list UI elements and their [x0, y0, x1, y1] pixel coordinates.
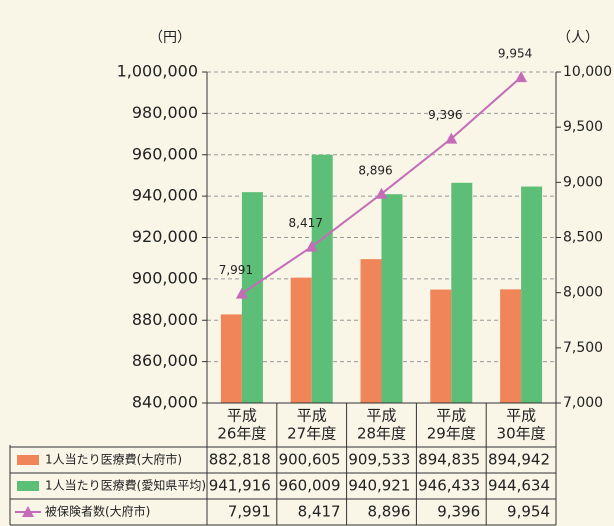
- bar: [521, 186, 543, 403]
- y2-tick-label: 8,000: [563, 285, 603, 301]
- table-value: 7,991: [228, 503, 271, 521]
- table-value: 940,921: [348, 477, 410, 495]
- x-tick-label: 平成: [366, 407, 396, 425]
- y2-tick-label: 10,000: [563, 64, 612, 80]
- table-value: 941,916: [209, 477, 271, 495]
- data-label: 9,396: [428, 108, 462, 122]
- bar: [430, 289, 452, 403]
- x-tick-label: 平成: [436, 407, 466, 425]
- bar: [500, 289, 522, 403]
- y-tick-label: 880,000: [132, 310, 198, 329]
- legend-label: 被保険者数(大府市): [45, 504, 150, 519]
- y-unit: （円）: [149, 30, 191, 46]
- table-value: 909,533: [348, 451, 410, 469]
- marker: [305, 240, 318, 252]
- table-value: 882,818: [209, 451, 271, 469]
- y-tick-label: 940,000: [132, 186, 198, 205]
- bar: [290, 277, 312, 403]
- table-value: 9,396: [437, 503, 480, 521]
- y2-tick-label: 9,500: [563, 119, 603, 135]
- legend-swatch: [17, 455, 39, 465]
- data-label: 9,954: [498, 47, 532, 61]
- bar: [451, 182, 473, 403]
- y-tick-label: 1,000,000: [117, 62, 198, 81]
- y-tick-label: 840,000: [132, 393, 198, 412]
- y2-tick-label: 7,500: [563, 340, 603, 356]
- table-value: 944,634: [488, 477, 550, 495]
- x-tick-label: 平成: [227, 407, 257, 425]
- x-tick-label: 平成: [297, 407, 327, 425]
- data-label: 7,991: [219, 263, 253, 277]
- x-tick-label: 27年度: [287, 425, 336, 443]
- table-value: 960,009: [279, 477, 341, 495]
- marker: [515, 71, 528, 83]
- bar: [220, 314, 242, 403]
- y-tick-label: 860,000: [132, 351, 198, 370]
- legend-marker: [22, 506, 34, 517]
- table-value: 9,954: [507, 503, 550, 521]
- legend-label: 1人当たり医療費(愛知県平均): [45, 478, 206, 493]
- marker: [445, 132, 458, 144]
- data-label: 8,417: [289, 216, 323, 230]
- y-tick-label: 960,000: [132, 144, 198, 163]
- table-value: 8,417: [298, 503, 341, 521]
- x-tick-label: 平成: [506, 407, 536, 425]
- legend-swatch: [17, 481, 39, 491]
- bar: [360, 259, 382, 403]
- legend-label: 1人当たり医療費(大府市): [45, 452, 182, 467]
- x-tick-label: 30年度: [497, 425, 546, 443]
- y-tick-label: 920,000: [132, 227, 198, 246]
- data-label: 8,896: [358, 163, 392, 177]
- y2-tick-label: 8,500: [563, 230, 603, 246]
- bar: [241, 192, 263, 403]
- y2-unit: （人）: [557, 30, 599, 46]
- y2-tick-label: 7,000: [563, 395, 603, 411]
- table-value: 946,433: [418, 477, 480, 495]
- table-value: 8,896: [367, 503, 410, 521]
- bar: [311, 154, 333, 403]
- x-tick-label: 28年度: [357, 425, 406, 443]
- table-value: 900,605: [279, 451, 341, 469]
- y2-tick-label: 9,000: [563, 174, 603, 190]
- x-tick-label: 29年度: [427, 425, 476, 443]
- y-tick-label: 900,000: [132, 268, 198, 287]
- table-value: 894,942: [488, 451, 550, 469]
- x-tick-label: 26年度: [217, 425, 266, 443]
- marker: [235, 287, 248, 299]
- y-tick-label: 980,000: [132, 103, 198, 122]
- marker: [375, 187, 388, 199]
- table-value: 894,835: [418, 451, 480, 469]
- bar: [381, 194, 403, 403]
